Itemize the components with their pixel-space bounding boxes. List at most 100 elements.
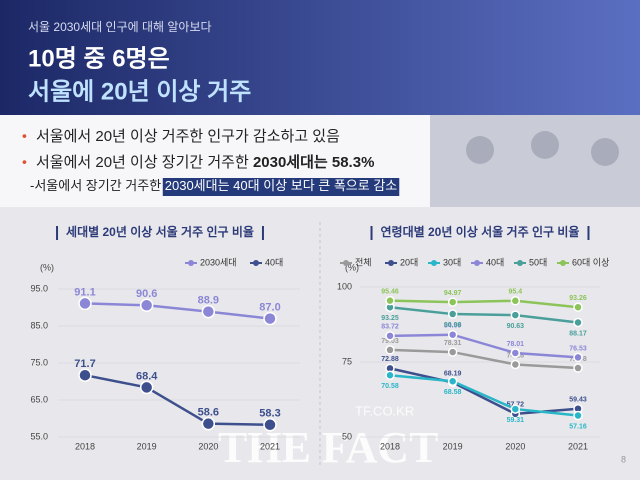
y-tick-label: 75.0 (30, 357, 48, 367)
bullet-text: 서울에서 20년 이상 장기간 거주한 (36, 154, 253, 171)
highlight (162, 178, 400, 196)
point (447, 309, 458, 319)
point (78, 296, 92, 311)
value-label: 59.31 (507, 417, 525, 424)
value-label: 87.0 (259, 302, 280, 314)
point (510, 359, 521, 370)
point (510, 296, 521, 306)
point (385, 345, 395, 355)
kicker: 서울 2030세대 인구에 대해 알아보다 (28, 20, 212, 34)
bullet-bold: 2030세대는 58.3% (253, 154, 374, 171)
point (385, 295, 395, 306)
legend-label: 2030세대 (200, 257, 237, 267)
y-unit: (%) (345, 262, 359, 272)
legend-label: 20대 (400, 257, 418, 267)
point (385, 370, 395, 381)
point (510, 348, 521, 358)
x-tick-label: 2020 (198, 441, 218, 451)
series-line (389, 299, 579, 309)
title-bar (587, 226, 590, 240)
value-label: 88.9 (198, 294, 219, 306)
point (573, 317, 583, 328)
value-label: 91.1 (74, 286, 95, 298)
legend-marker (343, 260, 349, 266)
point (447, 329, 458, 340)
title-bar (370, 226, 373, 240)
point (573, 302, 583, 312)
page-number: 8 (621, 454, 626, 464)
title-line: 서울에 20년 이상 거주 (28, 78, 251, 105)
value-label: 68.4 (136, 370, 158, 382)
y-tick-label: 95.0 (30, 283, 48, 293)
point (201, 416, 216, 431)
bullet-dot: • (22, 154, 27, 170)
point (573, 352, 583, 363)
legend-marker (517, 260, 523, 266)
x-tick-label: 2019 (137, 441, 157, 451)
y-tick-label: 55.0 (30, 431, 48, 441)
value-label: 72.88 (381, 356, 399, 363)
y-tick-label: 100 (337, 281, 352, 291)
point (263, 311, 277, 326)
value-label: 78.01 (507, 341, 525, 348)
value-label: 58.6 (198, 407, 219, 419)
legend-label: 50대 (529, 257, 547, 267)
title-bar (56, 226, 59, 240)
x-tick-label: 2021 (260, 441, 280, 451)
point (447, 297, 458, 307)
legend-marker (431, 260, 437, 266)
value-label: 57.16 (569, 423, 587, 430)
point (78, 368, 92, 382)
point (510, 404, 521, 414)
point (573, 410, 583, 421)
header-bg (0, 0, 640, 115)
title-line: 10명 중 6명은 (28, 45, 170, 72)
value-label: 78.31 (444, 340, 462, 347)
bullet: 서울에서 20년 이상 거주한 인구가 감소하고 있음 (36, 128, 340, 145)
value-label: 79.03 (381, 338, 399, 345)
value-label: 94.97 (444, 290, 462, 297)
note: -서울에서 장기간 거주한 2030세대는 40대 이상 보다 큰 폭으로 감소 (30, 178, 397, 193)
value-label: 93.26 (569, 295, 587, 302)
point (201, 304, 216, 319)
chart-title: 세대별 20년 이상 서울 거주 인구 비율 (66, 224, 254, 239)
value-label: 83.72 (381, 324, 399, 331)
legend-marker (474, 260, 480, 266)
y-unit: (%) (40, 262, 54, 272)
note-highlight: 2030세대는 40대 이상 보다 큰 폭으로 감소 (165, 178, 398, 193)
legend-label: 전체 (355, 257, 372, 267)
legend-marker (560, 260, 566, 266)
point (263, 418, 277, 432)
value-label: 90.6 (136, 288, 157, 300)
legend-label: 40대 (265, 257, 283, 267)
x-tick-label: 2020 (505, 441, 525, 451)
value-label: 59.43 (569, 397, 587, 404)
series-line (389, 333, 579, 359)
photo (466, 136, 494, 164)
value-label: 84.09 (444, 323, 462, 330)
legend-label: 60대 이상 (572, 257, 609, 267)
series-line (389, 306, 579, 324)
series-line (389, 374, 579, 417)
title-bar (261, 226, 264, 240)
x-tick-label: 2018 (75, 441, 95, 451)
y-tick-label: 75 (342, 356, 352, 366)
bullet-dot: • (22, 128, 27, 144)
x-tick-label: 2018 (380, 441, 400, 451)
watermark: THE FACT (218, 423, 438, 472)
value-label: 71.7 (74, 358, 95, 370)
y-tick-label: 85.0 (30, 320, 48, 330)
legend-marker (188, 260, 194, 266)
legend-marker (253, 260, 259, 266)
value-label: 68.58 (444, 389, 462, 396)
series-line (84, 373, 271, 427)
chart-title: 연령대별 20년 이상 서울 거주 인구 비율 (381, 224, 580, 239)
value-label: 93.25 (381, 315, 399, 322)
x-tick-label: 2021 (568, 441, 588, 451)
value-label: 88.17 (569, 330, 587, 337)
value-label: 58.3 (259, 408, 280, 420)
legend-marker (388, 260, 394, 266)
bullet: 서울에서 20년 이상 장기간 거주한 2030세대는 58.3% (36, 154, 374, 171)
series-line (389, 348, 579, 370)
photo (591, 138, 619, 166)
